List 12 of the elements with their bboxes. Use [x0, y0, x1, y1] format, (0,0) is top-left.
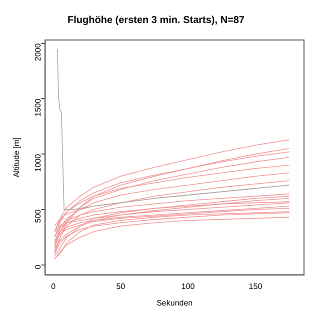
y-tick-label: 0: [33, 264, 42, 270]
y-axis-title: Altitude [m]: [12, 137, 22, 178]
chart-title: Flughöhe (ersten 3 min. Starts), N=87: [68, 14, 245, 26]
x-tick-label: 100: [181, 282, 196, 291]
x-tick-label: 0: [51, 282, 56, 291]
y-tick-label: 1000: [33, 154, 42, 172]
x-tick-label: 150: [248, 282, 263, 291]
y-tick-label: 1500: [33, 98, 42, 116]
x-axis-title: Sekunden: [156, 298, 193, 308]
y-tick-label: 500: [33, 208, 42, 223]
x-tick-label: 50: [116, 282, 126, 291]
y-tick-label: 2000: [33, 42, 42, 62]
